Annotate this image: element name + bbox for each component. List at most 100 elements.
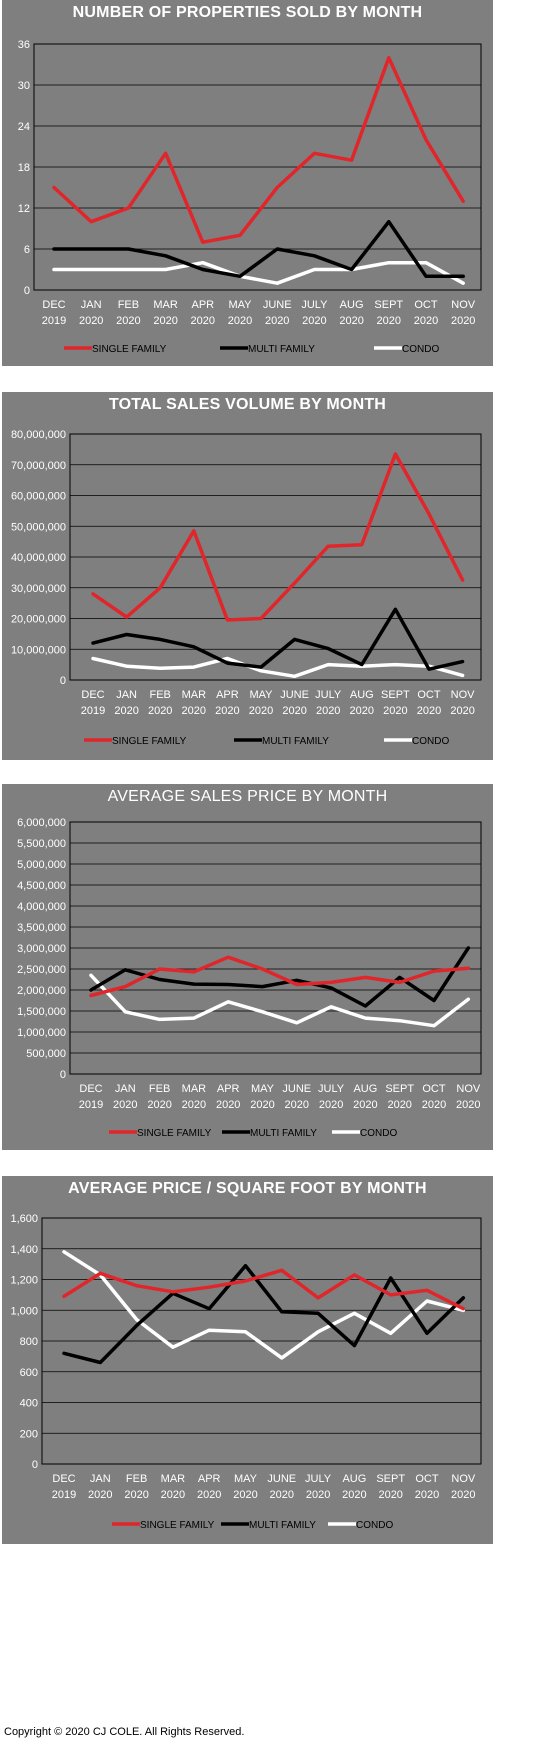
x-tick-label-year: 2020 <box>191 315 215 327</box>
x-tick-label-month: NOV <box>451 689 476 701</box>
x-tick-label-month: MAY <box>249 689 273 701</box>
x-tick-label-month: SEPT <box>381 689 410 701</box>
x-tick-label-year: 2019 <box>52 1489 76 1501</box>
x-tick-label-month: AUG <box>342 1473 366 1485</box>
y-tick-label: 1,200 <box>10 1275 38 1287</box>
x-tick-label-month: MAR <box>182 689 207 701</box>
series-line-single-family <box>62 1268 466 1311</box>
y-tick-label: 400 <box>20 1398 38 1410</box>
series-line-single-family <box>52 55 465 244</box>
x-tick-label-month: FEB <box>118 299 139 311</box>
x-tick-label-year: 2020 <box>116 315 140 327</box>
x-tick-label-month: NOV <box>456 1083 481 1095</box>
x-tick-label-year: 2020 <box>450 705 474 717</box>
x-tick-label-year: 2020 <box>414 315 438 327</box>
y-tick-label: 18 <box>18 162 30 174</box>
y-tick-label: 36 <box>18 39 30 51</box>
y-tick-label: 0 <box>32 1459 38 1471</box>
legend-label-condo: CONDO <box>360 1128 397 1139</box>
series-line-single-family <box>91 452 465 622</box>
y-tick-label: 24 <box>18 121 30 133</box>
x-tick-label-month: MAR <box>153 299 178 311</box>
x-tick-label-year: 2020 <box>456 1099 480 1111</box>
x-tick-label-year: 2020 <box>228 315 252 327</box>
legend-label-condo: CONDO <box>402 344 439 355</box>
x-tick-label-month: FEB <box>126 1473 147 1485</box>
x-tick-label-month: JULY <box>305 1473 332 1485</box>
y-tick-label: 12 <box>18 203 30 215</box>
chart-sales-volume: 0 10,000,000 20,000,000 30,000,000 40,000,00… <box>11 429 482 747</box>
chart-title: TOTAL SALES VOLUME BY MONTH <box>108 396 387 413</box>
y-tick-label: 5,000,000 <box>17 859 66 871</box>
x-tick-label-month: FEB <box>149 1083 170 1095</box>
x-tick-label-month: MAY <box>228 299 252 311</box>
y-tick-label: 1,600 <box>10 1213 38 1225</box>
legend-label-multi-family: MULTI FAMILY <box>248 344 315 355</box>
x-tick-label-month: APR <box>198 1473 221 1485</box>
x-tick-label-month: APR <box>191 299 214 311</box>
y-tick-label: 4,000,000 <box>17 901 66 913</box>
legend-label-condo: CONDO <box>412 736 449 747</box>
x-tick-label-year: 2020 <box>148 705 172 717</box>
x-tick-label-year: 2020 <box>249 705 273 717</box>
x-tick-label-year: 2020 <box>451 315 475 327</box>
x-tick-label-year: 2020 <box>197 1489 221 1501</box>
legend-label-single-family: SINGLE FAMILY <box>137 1128 212 1139</box>
y-tick-label: 5,500,000 <box>17 838 66 850</box>
x-tick-label-month: NOV <box>451 299 476 311</box>
x-tick-label-year: 2020 <box>79 315 103 327</box>
x-tick-label-year: 2020 <box>124 1489 148 1501</box>
x-tick-label-month: DEC <box>81 689 104 701</box>
legend-label-multi-family: MULTI FAMILY <box>262 736 329 747</box>
y-tick-label: 4,500,000 <box>17 880 66 892</box>
x-tick-label-month: JAN <box>116 689 137 701</box>
x-tick-label-year: 2020 <box>353 1099 377 1111</box>
x-tick-label-year: 2020 <box>319 1099 343 1111</box>
y-tick-label: 0 <box>60 675 66 687</box>
x-tick-label-month: JUNE <box>263 299 292 311</box>
x-tick-label-year: 2020 <box>285 1099 309 1111</box>
y-tick-label: 0 <box>24 285 30 297</box>
y-tick-label: 1,000,000 <box>17 1027 66 1039</box>
series-line-condo <box>91 656 465 679</box>
x-tick-label-year: 2020 <box>302 315 326 327</box>
x-tick-label-year: 2020 <box>147 1099 171 1111</box>
x-tick-label-year: 2020 <box>270 1489 294 1501</box>
x-tick-label-year: 2020 <box>383 705 407 717</box>
x-tick-label-month: JUNE <box>267 1473 296 1485</box>
x-tick-label-month: APR <box>217 1083 240 1095</box>
x-tick-label-year: 2020 <box>342 1489 366 1501</box>
x-tick-label-year: 2020 <box>339 315 363 327</box>
x-tick-label-year: 2020 <box>316 705 340 717</box>
series-line-single-family <box>89 955 471 998</box>
x-tick-label-month: JULY <box>301 299 328 311</box>
series-line-condo <box>89 973 471 1028</box>
y-tick-label: 3,500,000 <box>17 922 66 934</box>
y-tick-label: 30,000,000 <box>11 583 66 595</box>
legend-label-single-family: SINGLE FAMILY <box>92 344 167 355</box>
series-line-condo <box>62 1250 466 1360</box>
x-tick-label-month: NOV <box>451 1473 476 1485</box>
chart-title: AVERAGE SALES PRICE BY MONTH <box>107 788 388 805</box>
x-tick-label-year: 2019 <box>79 1099 103 1111</box>
x-tick-label-month: SEPT <box>385 1083 414 1095</box>
x-tick-label-year: 2019 <box>42 315 66 327</box>
x-tick-label-month: MAR <box>161 1473 186 1485</box>
y-tick-label: 2,000,000 <box>17 985 66 997</box>
x-tick-label-year: 2020 <box>415 1489 439 1501</box>
chart-average-sales-price: 0 500,000 1,000,000 1,500,000 2,000,000 2,500… <box>17 817 482 1139</box>
x-tick-label-month: APR <box>216 689 239 701</box>
y-tick-label: 20,000,000 <box>11 614 66 626</box>
x-tick-label-month: JAN <box>81 299 102 311</box>
x-tick-label-month: JULY <box>315 689 342 701</box>
copyright-notice: Copyright © 2020 CJ COLE. All Rights Res… <box>4 1726 245 1738</box>
chart-panel-sales-volume: TOTAL SALES VOLUME BY MONTH 0 10,000,000 2… <box>2 392 493 760</box>
legend-label-single-family: SINGLE FAMILY <box>112 736 187 747</box>
series-line-condo <box>52 260 465 285</box>
y-tick-label: 60,000,000 <box>11 491 66 503</box>
chart-panel-average-sales-price: AVERAGE SALES PRICE BY MONTH 0 500,000 1,0… <box>2 784 493 1150</box>
y-tick-label: 0 <box>60 1069 66 1081</box>
x-tick-label-year: 2020 <box>215 705 239 717</box>
y-tick-label: 80,000,000 <box>11 429 66 441</box>
x-tick-label-year: 2019 <box>81 705 105 717</box>
